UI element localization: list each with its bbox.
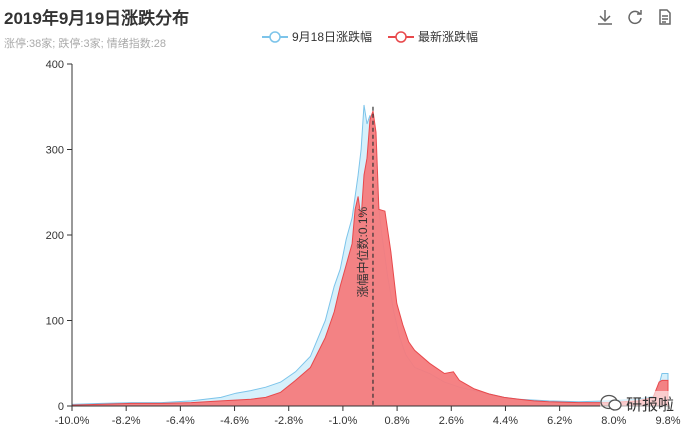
wechat-icon <box>600 394 622 411</box>
y-tick-label-0: 0 <box>58 401 64 413</box>
refresh-icon[interactable] <box>626 8 644 26</box>
download-icon[interactable] <box>596 8 614 26</box>
y-tick-label-2: 200 <box>46 230 64 242</box>
legend-marker-latest-icon <box>388 30 415 43</box>
legend-marker-prev-icon <box>262 30 288 43</box>
legend-label-prev: 9月18日涨跌幅 <box>292 30 373 44</box>
legend-label-latest: 最新涨跌幅 <box>418 30 479 44</box>
legend-item-latest[interactable]: 最新涨跌幅 <box>388 28 478 45</box>
y-tick-label-4: 400 <box>46 59 64 71</box>
watermark-text: 研报啦 <box>625 397 674 414</box>
legend-item-prev[interactable]: 9月18日涨跌幅 <box>262 28 372 45</box>
x-tick-label-3: -4.6% <box>220 415 249 427</box>
x-tick-label-0: -10.0% <box>55 415 90 427</box>
chart-title: 2019年9月19日涨跌分布 <box>4 9 190 28</box>
y-tick-label-1: 100 <box>46 316 64 328</box>
x-tick-label-1: -8.2% <box>112 415 141 427</box>
x-tick-label-8: 4.4% <box>493 415 518 427</box>
data-view-icon[interactable] <box>656 8 674 26</box>
watermark: 研报啦 <box>599 391 674 415</box>
x-tick-label-4: -2.8% <box>274 415 303 427</box>
x-tick-label-5: -1.0% <box>329 415 358 427</box>
y-tick-label-3: 300 <box>46 145 64 157</box>
toolbox <box>596 8 674 26</box>
median-label: 涨幅中位数:0.1% <box>355 206 370 297</box>
x-tick-label-11: 9.8% <box>655 415 680 427</box>
x-tick-label-6: 0.8% <box>385 415 410 427</box>
chart-subtitle: 涨停:38家; 跌停:3家; 情绪指数:28 <box>4 38 166 50</box>
legend: 9月18日涨跌幅 最新涨跌幅 <box>262 28 478 45</box>
x-tick-label-2: -6.4% <box>166 415 195 427</box>
x-tick-label-7: 2.6% <box>439 415 464 427</box>
x-tick-label-9: 6.2% <box>547 415 572 427</box>
x-tick-label-10: 8.0% <box>601 415 626 427</box>
series-area-1 <box>71 110 669 407</box>
